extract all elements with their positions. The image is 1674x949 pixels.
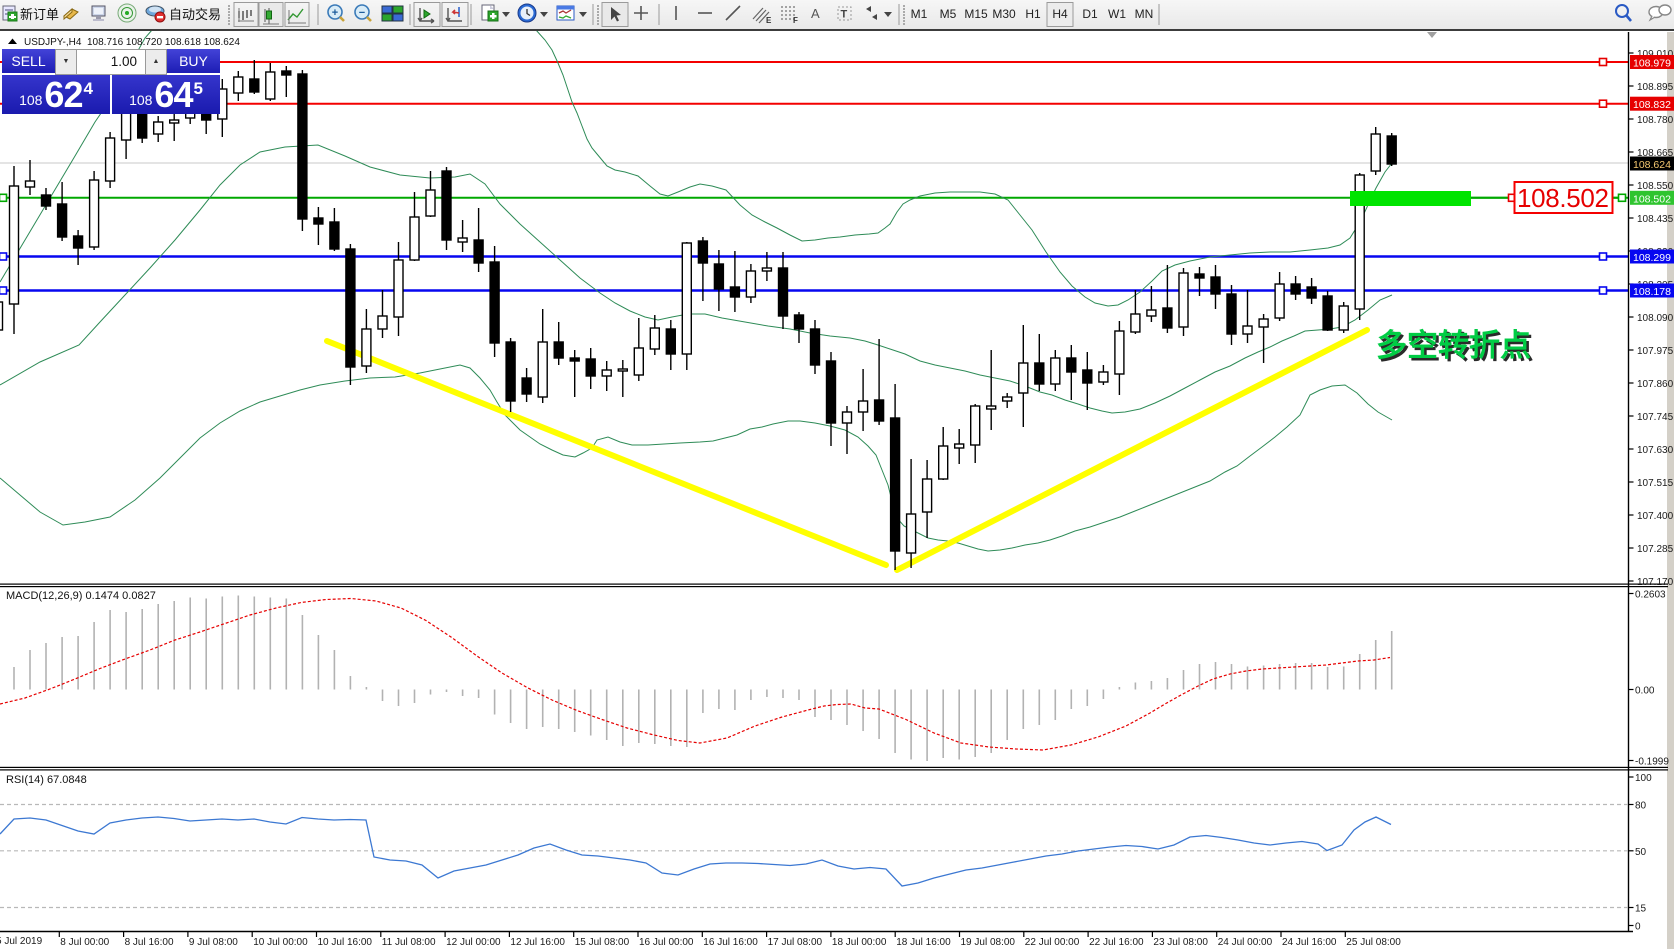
svg-text:多空转折点: 多空转折点: [1379, 331, 1534, 366]
svg-text:108.435: 108.435: [1637, 214, 1674, 225]
svg-text:108.624: 108.624: [1633, 159, 1671, 171]
svg-text:107.400: 107.400: [1637, 511, 1674, 522]
svg-text:23 Jul 08:00: 23 Jul 08:00: [1153, 937, 1208, 948]
svg-text:12 Jul 16:00: 12 Jul 16:00: [510, 937, 565, 948]
svg-text:17 Jul 08:00: 17 Jul 08:00: [768, 937, 823, 948]
svg-text:24 Jul 16:00: 24 Jul 16:00: [1282, 937, 1337, 948]
svg-text:-0.1999: -0.1999: [1635, 757, 1669, 768]
svg-text:10 Jul 16:00: 10 Jul 16:00: [318, 937, 373, 948]
svg-text:MACD(12,26,9) 0.1474 0.0827: MACD(12,26,9) 0.1474 0.0827: [6, 590, 156, 602]
svg-text:18 Jul 16:00: 18 Jul 16:00: [896, 937, 951, 948]
svg-text:108.979: 108.979: [1633, 58, 1671, 70]
svg-text:109.010: 109.010: [1637, 49, 1674, 60]
svg-text:USDJPY-,H4 108.716 108.720 10: USDJPY-,H4 108.716 108.720 108.618 108.6…: [24, 37, 240, 48]
svg-text:19 Jul 08:00: 19 Jul 08:00: [961, 937, 1016, 948]
svg-text:RSI(14) 67.0848: RSI(14) 67.0848: [6, 774, 87, 786]
svg-text:107.515: 107.515: [1637, 478, 1674, 489]
svg-text:22 Jul 16:00: 22 Jul 16:00: [1089, 937, 1144, 948]
svg-text:107.630: 107.630: [1637, 445, 1674, 456]
svg-text:100: 100: [1635, 773, 1652, 784]
svg-text:107.860: 107.860: [1637, 379, 1674, 390]
svg-text:50: 50: [1635, 847, 1647, 858]
svg-text:+: +: [332, 7, 338, 19]
svg-text:15 Jul 08:00: 15 Jul 08:00: [575, 937, 630, 948]
svg-text:108.665: 108.665: [1637, 148, 1674, 159]
svg-text:E: E: [766, 16, 772, 25]
svg-text:A: A: [811, 6, 820, 21]
svg-text:W1: W1: [1108, 7, 1126, 21]
svg-text:新订单: 新订单: [20, 7, 59, 22]
svg-text:107.285: 107.285: [1637, 544, 1674, 555]
svg-text:H1: H1: [1025, 7, 1041, 21]
svg-text:M5: M5: [940, 7, 957, 21]
svg-text:8 Jul 00:00: 8 Jul 00:00: [60, 937, 109, 948]
svg-text:5 Jul 2019: 5 Jul 2019: [0, 936, 43, 947]
svg-text:0.00: 0.00: [1635, 686, 1655, 697]
svg-text:9 Jul 08:00: 9 Jul 08:00: [189, 937, 238, 948]
svg-text:16 Jul 00:00: 16 Jul 00:00: [639, 937, 694, 948]
svg-text:107.975: 107.975: [1637, 346, 1674, 357]
svg-text:25 Jul 08:00: 25 Jul 08:00: [1346, 937, 1401, 948]
svg-text:108.502: 108.502: [1517, 183, 1609, 213]
svg-text:107.745: 107.745: [1637, 412, 1674, 423]
svg-text:−: −: [359, 7, 365, 19]
svg-text:多空转折点: 多空转折点: [1376, 328, 1531, 363]
svg-text:108.178: 108.178: [1633, 286, 1671, 298]
svg-text:0: 0: [1635, 922, 1641, 933]
svg-text:15: 15: [1635, 904, 1647, 915]
svg-text:22 Jul 00:00: 22 Jul 00:00: [1025, 937, 1080, 948]
svg-text:10 Jul 00:00: 10 Jul 00:00: [253, 937, 308, 948]
svg-text:自动交易: 自动交易: [169, 7, 221, 22]
svg-text:M30: M30: [992, 7, 1016, 21]
svg-text:108.832: 108.832: [1633, 99, 1671, 111]
svg-text:M1: M1: [911, 7, 928, 21]
svg-text:80: 80: [1635, 801, 1647, 812]
svg-text:D1: D1: [1082, 7, 1098, 21]
svg-text:12 Jul 00:00: 12 Jul 00:00: [446, 937, 501, 948]
svg-text:M15: M15: [964, 7, 988, 21]
svg-text:MN: MN: [1135, 7, 1154, 21]
svg-text:18 Jul 00:00: 18 Jul 00:00: [832, 937, 887, 948]
svg-text:108.502: 108.502: [1633, 193, 1671, 205]
svg-text:108.090: 108.090: [1637, 313, 1674, 324]
svg-text:108.780: 108.780: [1637, 115, 1674, 126]
svg-text:F: F: [793, 16, 798, 25]
svg-text:0.2603: 0.2603: [1635, 590, 1666, 601]
svg-text:8 Jul 16:00: 8 Jul 16:00: [125, 937, 174, 948]
svg-text:11 Jul 08:00: 11 Jul 08:00: [382, 937, 436, 948]
svg-text:16 Jul 16:00: 16 Jul 16:00: [703, 937, 758, 948]
svg-text:108.550: 108.550: [1637, 181, 1674, 192]
svg-text:108.299: 108.299: [1633, 252, 1671, 264]
svg-text:108.895: 108.895: [1637, 82, 1674, 93]
svg-text:H4: H4: [1052, 7, 1068, 21]
svg-text:107.170: 107.170: [1637, 577, 1674, 588]
svg-text:24 Jul 00:00: 24 Jul 00:00: [1218, 937, 1273, 948]
svg-text:T: T: [841, 9, 848, 21]
